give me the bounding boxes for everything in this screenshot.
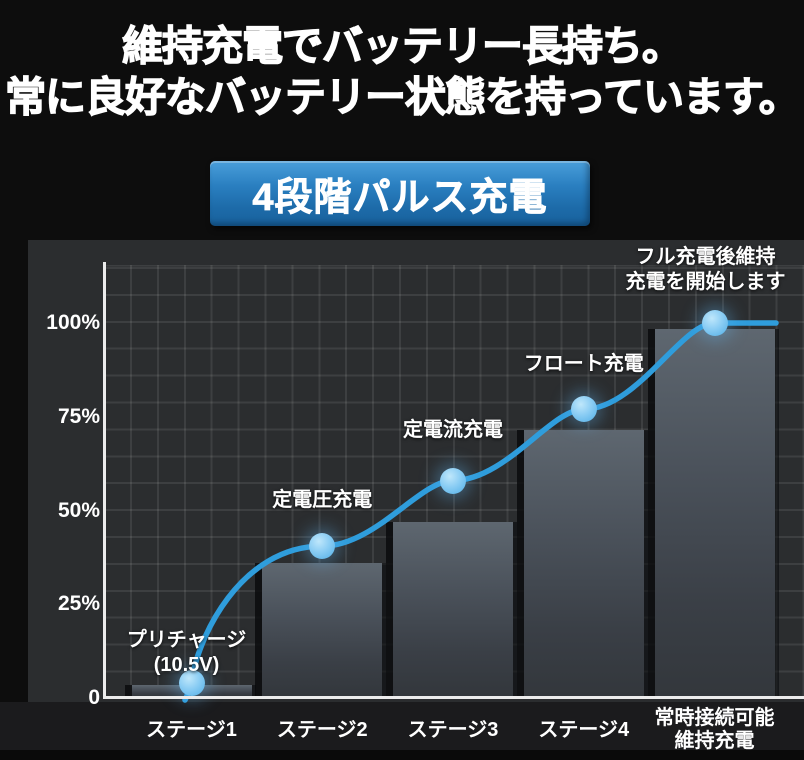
annotation-stage-5: フル充電後維持 充電を開始します bbox=[625, 246, 786, 293]
annotation-stage-2: 定電圧充電 bbox=[272, 489, 373, 511]
x-axis-label-strip: ステージ1 ステージ2 ステージ3 ステージ4 常時接続可能 維持充電 bbox=[0, 702, 804, 752]
data-point-stage-2 bbox=[309, 533, 336, 560]
x-axis-line bbox=[103, 696, 804, 699]
x-label-stage-2: ステージ2 bbox=[276, 719, 368, 741]
y-tick-75: 75% bbox=[57, 404, 100, 428]
y-tick-0: 0 bbox=[88, 686, 100, 709]
data-point-stage-3 bbox=[440, 467, 466, 494]
bottom-margin bbox=[0, 750, 804, 760]
bar-stage-3 bbox=[386, 521, 517, 696]
x-label-stage-4: ステージ4 bbox=[538, 719, 630, 741]
page-title-line1: 維持充電でバッテリー長持ち。 bbox=[121, 22, 683, 69]
bar-stage-4 bbox=[516, 429, 648, 696]
y-tick-100: 100% bbox=[46, 311, 100, 334]
y-tick-25: 25% bbox=[57, 592, 100, 616]
data-point-stage-5 bbox=[701, 310, 728, 336]
bar-stage-5 bbox=[647, 328, 779, 696]
bar-stage-2 bbox=[255, 563, 387, 696]
y-axis-line bbox=[103, 262, 106, 699]
y-tick-50: 50% bbox=[57, 498, 100, 522]
annotation-stage-3: 定電流充電 bbox=[403, 419, 503, 441]
data-point-stage-1 bbox=[178, 670, 205, 696]
annotation-stage-4: フロート充電 bbox=[523, 353, 644, 375]
section-banner-label: 4段階パルス充電 bbox=[252, 177, 548, 220]
x-label-stage-1: ステージ1 bbox=[146, 719, 237, 741]
section-banner: 4段階パルス充電 bbox=[210, 161, 590, 226]
chart-panel: プリチャージ (10.5V) 定電圧充電 定電流充電 フロート充電 フル充電後維持 充電… bbox=[28, 240, 804, 709]
charging-curve bbox=[182, 320, 779, 703]
page-title: 維持充電でバッテリー長持ち。 常に良好なバッテリー状態を持っています。 bbox=[0, 21, 804, 123]
annotation-stage-1: プリチャージ (10.5V) bbox=[126, 629, 247, 676]
page-title-line2: 常に良好なバッテリー状態を持っています。 bbox=[4, 73, 800, 120]
x-label-stage-5: 常時接続可能 維持充電 bbox=[654, 707, 775, 752]
data-point-stage-4 bbox=[570, 396, 597, 423]
x-label-stage-3: ステージ3 bbox=[407, 719, 499, 741]
charging-curve-path bbox=[182, 320, 779, 703]
